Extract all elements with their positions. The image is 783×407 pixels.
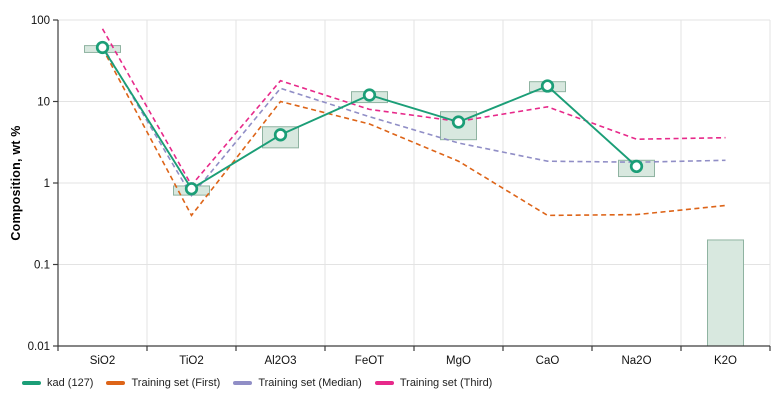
legend-item-training-set-first-[interactable]: Training set (First) xyxy=(106,377,220,389)
x-tick-label-k2o: K2O xyxy=(714,355,737,367)
x-tick-label-feot: FeOT xyxy=(355,355,384,367)
data-point-marker xyxy=(451,115,466,129)
series-line-training-set-first- xyxy=(101,47,726,217)
y-tick-label: 100 xyxy=(31,15,50,27)
x-tick-label-na2o: Na2O xyxy=(621,355,651,367)
y-tick-label: 0.1 xyxy=(34,260,50,272)
chart-legend: kad (127) Training set (First) Training se… xyxy=(22,377,492,389)
legend-label: Training set (Median) xyxy=(258,377,362,389)
data-point-marker xyxy=(629,159,644,174)
x-tick-label-tio2: TiO2 xyxy=(179,355,204,367)
data-point-marker xyxy=(273,128,288,142)
x-tick-label-sio2: SiO2 xyxy=(90,355,116,367)
legend-swatch xyxy=(374,381,394,385)
legend-item-training-set-median-[interactable]: Training set (Median) xyxy=(233,377,362,389)
legend-item-kad-127-[interactable]: kad (127) xyxy=(22,377,93,389)
y-tick-label: 10 xyxy=(37,97,50,109)
series-line-kad-127- xyxy=(101,46,638,190)
y-axis-title: Composition, wt % xyxy=(9,125,23,241)
range-box-k2o xyxy=(707,239,744,347)
y-tick-label: 0.01 xyxy=(28,341,50,353)
data-point-marker xyxy=(362,88,377,102)
data-point-marker xyxy=(184,182,199,196)
x-tick-label-cao: CaO xyxy=(536,355,560,367)
x-tick-label-al2o3: Al2O3 xyxy=(265,355,297,367)
legend-swatch xyxy=(22,381,41,385)
legend-swatch xyxy=(106,381,126,385)
y-tick-label: 1 xyxy=(44,178,50,190)
legend-label: Training set (Third) xyxy=(399,377,493,389)
series-line-training-set-median- xyxy=(101,45,726,197)
chart-plot-area: 100 10 1 0.1 0.01 SiO2 TiO2 Al2O3 FeOT MgO CaO Na2O… xyxy=(28,15,771,367)
data-point-marker xyxy=(95,40,110,55)
legend-label: kad (127) xyxy=(47,377,94,389)
x-tick-label-mgo: MgO xyxy=(446,355,471,367)
legend-item-training-set-third-[interactable]: Training set (Third) xyxy=(374,377,493,389)
legend-label: Training set (First) xyxy=(131,377,221,389)
data-point-marker xyxy=(540,79,555,93)
legend-swatch xyxy=(233,381,253,385)
